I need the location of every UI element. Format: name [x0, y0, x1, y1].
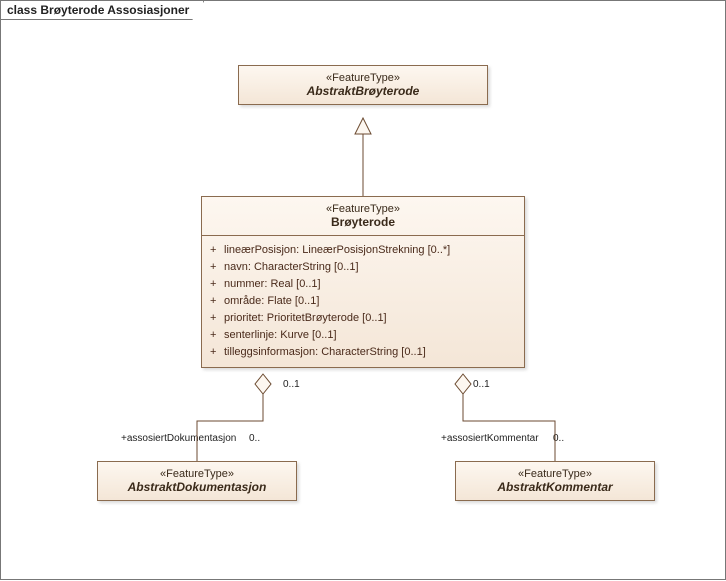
- stereotype: «FeatureType»: [102, 468, 292, 480]
- stereotype: «FeatureType»: [206, 203, 520, 215]
- association-edge-kom: [455, 374, 555, 461]
- mult-near-kom: 0..1: [473, 379, 490, 390]
- stereotype: «FeatureType»: [243, 72, 483, 84]
- attribute-row: + nummer: Real [0..1]: [210, 276, 516, 293]
- role-kom: +assosiertKommentar: [441, 433, 539, 444]
- mult-near-doc: 0..1: [283, 379, 300, 390]
- attribute-row: + prioritet: PrioritetBrøyterode [0..1]: [210, 310, 516, 327]
- mult-far-kom: 0..: [553, 433, 564, 444]
- class-name: AbstraktBrøyterode: [243, 84, 483, 98]
- attribute-row: + tilleggsinformasjon: CharacterString […: [210, 344, 516, 361]
- class-abstrakt-dokumentasjon: «FeatureType» AbstraktDokumentasjon: [97, 461, 297, 501]
- attributes-compartment: + lineærPosisjon: LineærPosisjonStreknin…: [202, 236, 524, 367]
- role-doc: +assosiertDokumentasjon: [121, 433, 236, 444]
- frame-title: class Brøyterode Assosiasjoner: [1, 1, 204, 20]
- class-name: AbstraktDokumentasjon: [102, 480, 292, 494]
- class-abstrakt-kommentar: «FeatureType» AbstraktKommentar: [455, 461, 655, 501]
- attribute-row: + område: Flate [0..1]: [210, 293, 516, 310]
- class-abstrakt-broyterode: «FeatureType» AbstraktBrøyterode: [238, 65, 488, 105]
- class-name: Brøyterode: [206, 215, 520, 229]
- mult-far-doc: 0..: [249, 433, 260, 444]
- diagram-canvas: class Brøyterode Assosiasjoner «FeatureT…: [0, 0, 726, 580]
- stereotype: «FeatureType»: [460, 468, 650, 480]
- attribute-row: + lineærPosisjon: LineærPosisjonStreknin…: [210, 242, 516, 259]
- class-broyterode: «FeatureType» Brøyterode + lineærPosisjo…: [201, 196, 525, 368]
- attribute-row: + navn: CharacterString [0..1]: [210, 259, 516, 276]
- association-edge-doc: [197, 374, 271, 461]
- class-name: AbstraktKommentar: [460, 480, 650, 494]
- generalization-edge: [355, 118, 371, 196]
- attribute-row: + senterlinje: Kurve [0..1]: [210, 327, 516, 344]
